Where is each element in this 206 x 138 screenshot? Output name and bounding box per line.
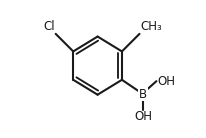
- Text: OH: OH: [157, 75, 175, 88]
- Text: Cl: Cl: [43, 20, 55, 33]
- Text: B: B: [139, 87, 147, 100]
- Text: OH: OH: [134, 110, 152, 123]
- Text: CH₃: CH₃: [140, 20, 162, 33]
